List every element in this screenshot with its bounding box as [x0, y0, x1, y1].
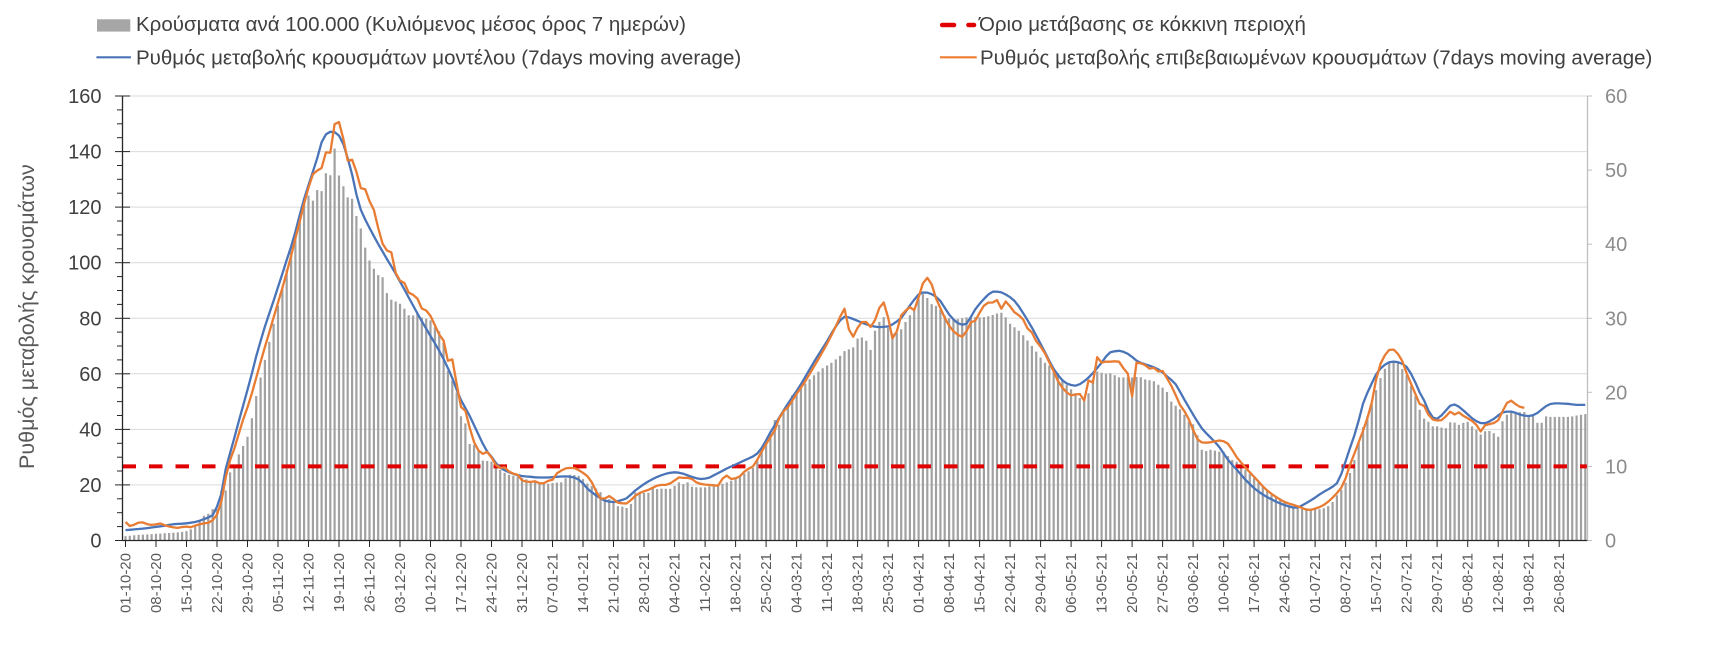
- svg-text:60: 60: [1605, 86, 1627, 108]
- svg-text:27-05-21: 27-05-21: [1155, 553, 1172, 613]
- svg-text:18-03-21: 18-03-21: [850, 553, 867, 613]
- svg-text:05-08-21: 05-08-21: [1460, 553, 1477, 613]
- svg-text:01-10-20: 01-10-20: [118, 553, 135, 613]
- svg-text:10-12-20: 10-12-20: [423, 553, 440, 613]
- svg-text:22-04-21: 22-04-21: [1002, 553, 1019, 613]
- svg-text:31-12-20: 31-12-20: [514, 553, 531, 613]
- svg-text:17-12-20: 17-12-20: [453, 553, 470, 613]
- svg-text:28-01-21: 28-01-21: [636, 553, 653, 613]
- svg-text:24-06-21: 24-06-21: [1277, 553, 1294, 613]
- svg-text:25-03-21: 25-03-21: [880, 553, 897, 613]
- svg-text:12-08-21: 12-08-21: [1490, 553, 1507, 613]
- svg-text:19-11-20: 19-11-20: [331, 553, 348, 612]
- svg-text:160: 160: [68, 86, 101, 108]
- svg-text:0: 0: [1605, 531, 1616, 553]
- svg-text:20: 20: [79, 475, 101, 497]
- svg-text:06-05-21: 06-05-21: [1063, 553, 1080, 613]
- svg-text:18-02-21: 18-02-21: [728, 553, 745, 613]
- svg-text:Ρυθμός μεταβολής κρουσμάτων: Ρυθμός μεταβολής κρουσμάτων: [15, 164, 39, 469]
- svg-text:05-11-20: 05-11-20: [270, 553, 287, 612]
- svg-text:03-12-20: 03-12-20: [392, 553, 409, 613]
- svg-text:01-04-21: 01-04-21: [911, 553, 928, 613]
- svg-text:01-07-21: 01-07-21: [1307, 553, 1324, 613]
- svg-text:100: 100: [68, 253, 101, 275]
- svg-text:Όριο μετάβασης σε κόκκινη περι: Όριο μετάβασης σε κόκκινη περιοχή: [978, 13, 1306, 36]
- svg-text:29-04-21: 29-04-21: [1033, 553, 1050, 613]
- svg-text:26-08-21: 26-08-21: [1551, 553, 1568, 613]
- svg-text:12-11-20: 12-11-20: [301, 553, 318, 612]
- svg-text:30: 30: [1605, 308, 1627, 330]
- svg-text:24-12-20: 24-12-20: [484, 553, 501, 613]
- svg-text:50: 50: [1605, 160, 1627, 182]
- svg-text:60: 60: [79, 364, 101, 386]
- svg-text:11-02-21: 11-02-21: [697, 553, 714, 612]
- svg-text:15-04-21: 15-04-21: [972, 553, 989, 613]
- svg-text:40: 40: [1605, 234, 1627, 256]
- svg-text:08-07-21: 08-07-21: [1338, 553, 1355, 613]
- svg-text:29-07-21: 29-07-21: [1429, 553, 1446, 613]
- svg-text:Κρούσματα ανά 100.000 (Κυλιόμε: Κρούσματα ανά 100.000 (Κυλιόμενος μέσος …: [136, 13, 686, 36]
- svg-text:10: 10: [1605, 456, 1627, 478]
- svg-text:14-01-21: 14-01-21: [575, 553, 592, 613]
- svg-text:22-07-21: 22-07-21: [1399, 553, 1416, 613]
- svg-text:0: 0: [90, 531, 101, 553]
- svg-text:15-07-21: 15-07-21: [1368, 553, 1385, 613]
- svg-text:26-11-20: 26-11-20: [362, 553, 379, 612]
- svg-text:40: 40: [79, 419, 101, 441]
- svg-text:29-10-20: 29-10-20: [240, 553, 257, 613]
- svg-text:04-02-21: 04-02-21: [667, 553, 684, 613]
- svg-text:07-01-21: 07-01-21: [545, 553, 562, 613]
- svg-text:15-10-20: 15-10-20: [179, 553, 196, 613]
- svg-text:20-05-21: 20-05-21: [1124, 553, 1141, 613]
- svg-text:03-06-21: 03-06-21: [1185, 553, 1202, 613]
- svg-text:19-08-21: 19-08-21: [1521, 553, 1538, 613]
- svg-text:120: 120: [68, 197, 101, 219]
- svg-text:13-05-21: 13-05-21: [1094, 553, 1111, 613]
- svg-text:20: 20: [1605, 382, 1627, 404]
- svg-text:80: 80: [79, 308, 101, 330]
- svg-text:Ρυθμός μεταβολής επιβεβαιωμένω: Ρυθμός μεταβολής επιβεβαιωμένων κρουσμάτ…: [980, 46, 1652, 69]
- svg-text:11-03-21: 11-03-21: [819, 553, 836, 612]
- svg-text:140: 140: [68, 142, 101, 164]
- svg-text:04-03-21: 04-03-21: [789, 553, 806, 613]
- svg-text:10-06-21: 10-06-21: [1216, 553, 1233, 613]
- svg-text:22-10-20: 22-10-20: [209, 553, 226, 613]
- svg-text:25-02-21: 25-02-21: [758, 553, 775, 613]
- svg-text:08-04-21: 08-04-21: [941, 553, 958, 613]
- svg-text:Ρυθμός μεταβολής κρουσμάτων μο: Ρυθμός μεταβολής κρουσμάτων μοντέλου (7d…: [136, 46, 741, 69]
- svg-text:08-10-20: 08-10-20: [148, 553, 165, 613]
- svg-text:21-01-21: 21-01-21: [606, 553, 623, 613]
- svg-text:17-06-21: 17-06-21: [1246, 553, 1263, 613]
